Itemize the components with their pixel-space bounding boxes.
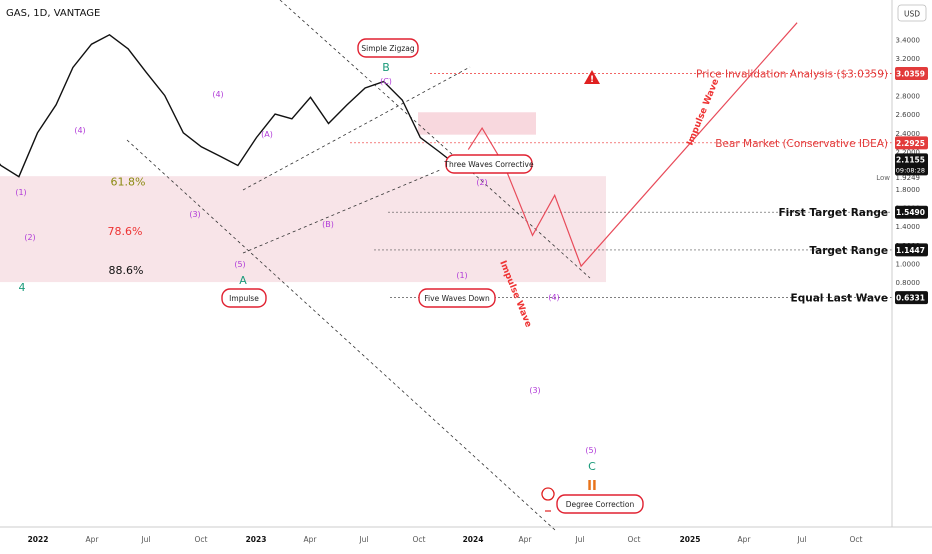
wave-label-green: A <box>239 274 247 287</box>
wave-label: (3) <box>189 210 200 219</box>
level-price-tag <box>895 243 928 257</box>
wave-label-green: C <box>588 460 596 473</box>
projection-path <box>467 22 798 268</box>
x-tick-label: 2023 <box>246 535 267 544</box>
wave-label: (1) <box>15 188 26 197</box>
wave-label: (B) <box>322 220 334 229</box>
x-tick-label: Oct <box>195 535 208 544</box>
x-tick-label: 2025 <box>680 535 701 544</box>
wave-label: (4) <box>212 90 223 99</box>
fib-zone <box>0 176 606 283</box>
level-label: First Target Range <box>778 207 888 219</box>
warning-icon-mark: ! <box>590 75 594 85</box>
countdown-label: 09:08:28 <box>896 166 925 174</box>
wave-label: (1) <box>456 271 467 280</box>
level-label: Price Invalidation Analysis ($3.0359) <box>696 68 888 80</box>
lightbulb-icon <box>541 487 555 501</box>
y-tick-label: 0.8000 <box>896 279 921 287</box>
wave-label: (A) <box>261 130 273 139</box>
y-tick-label: 1.4000 <box>896 223 921 231</box>
callout-box <box>221 288 267 308</box>
level-label: Equal Last Wave <box>791 293 888 305</box>
channel-b-upper-line <box>242 66 471 191</box>
x-tick-label: Apr <box>86 535 100 544</box>
price-axis-panel <box>892 0 932 550</box>
level-price-tag <box>895 205 928 219</box>
wave-label-roman: II <box>587 479 597 494</box>
wave-label: (2) <box>24 233 35 242</box>
y-tick-label: 2.4000 <box>896 130 921 138</box>
y-tick-label: 3.4000 <box>896 37 921 45</box>
level-price-label: 1.1447 <box>896 246 925 255</box>
level-price-label: 2.2925 <box>896 139 925 148</box>
x-tick-label: Oct <box>850 535 863 544</box>
level-price-tag <box>895 291 928 305</box>
corrective-box <box>418 112 536 135</box>
warning-icon <box>584 70 600 84</box>
wave-label: (4) <box>74 126 85 135</box>
current-price-tag <box>895 153 928 176</box>
y-tick-label: 1.8000 <box>896 186 921 194</box>
x-tick-label: 2022 <box>28 535 49 544</box>
wave-label: (4) <box>548 293 559 302</box>
level-price-tag <box>895 66 928 80</box>
y-tick-label: 2.6000 <box>896 111 921 119</box>
level-price-label: 1.5490 <box>896 208 925 217</box>
wave-label: (3) <box>529 386 540 395</box>
wave-label: (C) <box>380 77 392 86</box>
x-tick-label: Jul <box>574 535 584 544</box>
level-label: Target Range <box>809 245 888 257</box>
level-label: Bear Market (Conservative IDEA) <box>715 138 888 150</box>
x-tick-label: Jul <box>140 535 150 544</box>
channel-lower-line <box>126 139 556 531</box>
wave-label-green: 4 <box>19 281 26 294</box>
callout-box <box>556 494 644 514</box>
wave-label-green: B <box>382 61 390 74</box>
callout-label: Five Waves Down <box>424 294 490 303</box>
chart-title: GAS, 1D, VANTAGE <box>6 8 100 19</box>
callout-label: Degree Correction <box>566 500 635 509</box>
current-price-label: 2.1155 <box>896 155 925 164</box>
low-label: Low <box>876 174 890 182</box>
callout-box <box>445 154 533 174</box>
y-tick-label: 3.2000 <box>896 55 921 63</box>
x-tick-label: Jul <box>358 535 368 544</box>
wave-label: (5) <box>234 260 245 269</box>
callout-label: Three Waves Corrective <box>443 160 534 169</box>
x-tick-label: 2024 <box>463 535 484 544</box>
y-tick-label: 2.8000 <box>896 92 921 100</box>
fib-label: 61.8% <box>111 175 146 188</box>
x-tick-label: Apr <box>519 535 533 544</box>
callout-label: Simple Zigzag <box>361 44 415 53</box>
wave-label: (5) <box>585 446 596 455</box>
fib-label: 88.6% <box>109 264 144 277</box>
callout-label: Impulse <box>229 294 259 303</box>
level-price-label: 3.0359 <box>896 69 925 78</box>
y-tick-label: 1.0000 <box>896 260 921 268</box>
x-tick-label: Apr <box>738 535 752 544</box>
x-tick-label: Oct <box>413 535 426 544</box>
fib-label: 78.6% <box>108 225 143 238</box>
currency-badge[interactable] <box>897 4 927 22</box>
x-tick-label: Oct <box>628 535 641 544</box>
x-tick-label: Jul <box>796 535 806 544</box>
currency-label: USD <box>904 10 920 19</box>
level-price-label: 0.6331 <box>896 294 925 303</box>
level-price-tag <box>895 136 928 150</box>
x-tick-label: Apr <box>304 535 318 544</box>
callout-box <box>418 288 496 308</box>
callout-box <box>357 38 419 58</box>
y-tick-label: 2.2000 <box>896 148 921 156</box>
price-series-line <box>0 33 476 178</box>
wave-label: (2) <box>476 178 487 187</box>
low-value: 1.9249 <box>896 174 921 182</box>
